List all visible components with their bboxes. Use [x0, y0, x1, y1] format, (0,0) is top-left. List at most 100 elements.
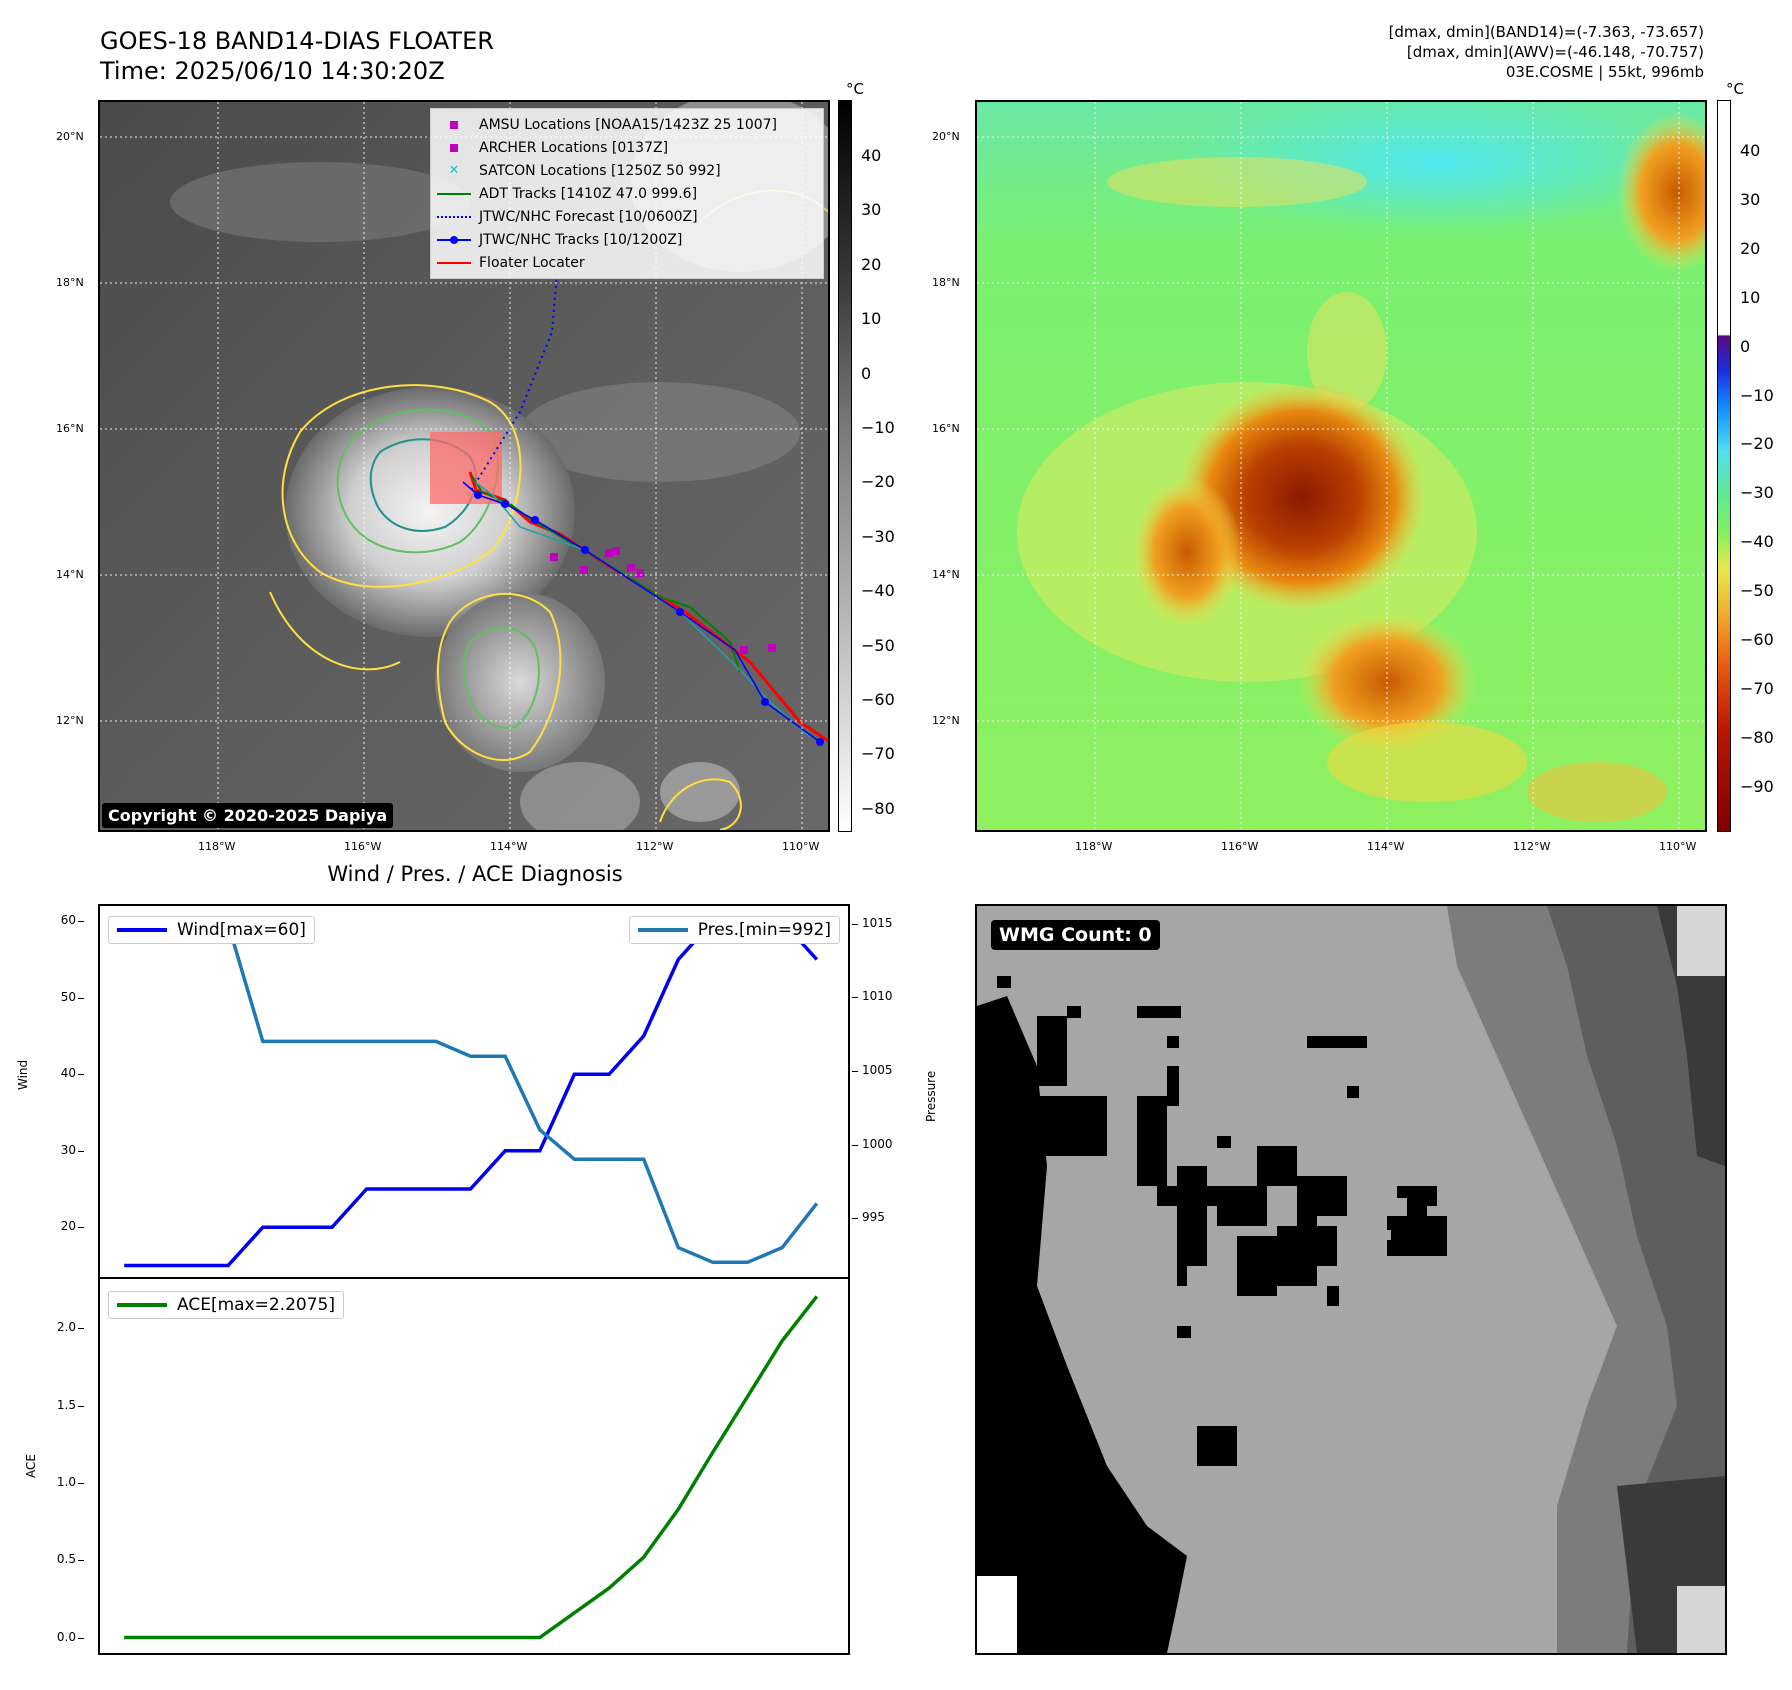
pressure-tick: 995: [862, 1210, 885, 1225]
ace-axis-label: ACE: [24, 1454, 38, 1478]
awv-colorbar-tick: −60: [1740, 630, 1774, 649]
awv-colorbar-tick: −50: [1740, 581, 1774, 601]
ace-tick: 0.0: [56, 1629, 76, 1644]
wind-pres-panel: Wind[max=60] Pres.[min=992]: [98, 904, 850, 1279]
diagnosis-title: Wind / Pres. / ACE Diagnosis: [327, 862, 623, 886]
ir-colorbar-unit: °C: [846, 80, 864, 98]
ir-colorbar-tick: 20: [861, 254, 882, 274]
wind-tick-mark: [78, 921, 84, 923]
ir-colorbar: [838, 100, 852, 832]
wind-tick: 50: [60, 989, 76, 1004]
awv-colorbar-unit: °C: [1726, 80, 1744, 98]
awv-colorbar-tick: 10: [1740, 287, 1761, 307]
awv-colorbar-tick: 20: [1740, 238, 1761, 258]
ace-tick: 1.0: [56, 1475, 76, 1489]
info-storm: 03E.COSME | 55kt, 996mb: [1505, 63, 1704, 81]
wmg-panel: WMG Count: 0: [975, 904, 1727, 1655]
ace-tick-mark: [78, 1560, 84, 1562]
ace-tick-mark: [78, 1483, 84, 1484]
awv-lat-label: 18°N: [932, 276, 960, 289]
ir-colorbar-tick: 30: [861, 200, 882, 220]
awv-lat-label: 20°N: [932, 130, 960, 143]
ace-tick-mark: [78, 1405, 84, 1407]
awv-lon-label: 110°W: [1659, 840, 1697, 853]
ace-legend-line: [117, 1303, 167, 1307]
pressure-tick-mark: [852, 923, 858, 925]
ace-tick-mark: [78, 1328, 84, 1330]
awv-lat-label: 12°N: [932, 714, 960, 727]
ace-tick-mark: [78, 1637, 84, 1639]
awv-lon-label: 114°W: [1367, 840, 1405, 853]
legend-item-tracks: JTWC/NHC Tracks [10/1200Z]: [437, 228, 817, 251]
ir-colorbar-tick: −70: [861, 744, 895, 764]
awv-colorbar-tick: −20: [1740, 434, 1774, 454]
ir-colorbar-tick: 40: [861, 146, 882, 165]
wind-tick: 40: [60, 1066, 76, 1081]
awv-map-panel: [975, 100, 1707, 832]
awv-colorbar-tick: −40: [1740, 532, 1774, 552]
ace-legend: ACE[max=2.2075]: [108, 1291, 344, 1319]
copyright-label: Copyright © 2020-2025 Dapiya: [102, 803, 394, 828]
wmg-image: [977, 906, 1725, 1653]
ir-map-panel: AMSU Locations [NOAA15/1423Z 25 1007] AR…: [98, 100, 830, 832]
ace-panel: ACE[max=2.2075]: [98, 1277, 850, 1655]
ir-lon-label: 110°W: [782, 840, 820, 853]
dotted-line-icon: [437, 210, 471, 224]
legend-item-adt: ADT Tracks [1410Z 47.0 999.6]: [437, 182, 817, 205]
wind-legend-line: [117, 928, 167, 932]
ir-colorbar-tick: −80: [861, 798, 895, 818]
legend-item-satcon: ✕ SATCON Locations [1250Z 50 992]: [437, 159, 817, 182]
awv-colorbar-tick: −90: [1740, 776, 1774, 796]
ir-colorbar-tick: −20: [861, 472, 895, 492]
awv-colorbar-tick: 30: [1740, 189, 1761, 209]
pressure-tick-mark: [852, 1218, 858, 1220]
ace-tick: 1.5: [56, 1397, 76, 1412]
awv-colorbar: [1717, 100, 1731, 832]
pressure-tick: 1015: [862, 915, 893, 930]
square-marker-icon: [437, 118, 471, 132]
ace-tick: 2.0: [56, 1320, 76, 1335]
awv-colorbar-tick: −10: [1740, 385, 1774, 405]
pres-legend-line: [637, 928, 688, 932]
ir-lat-label: 12°N: [56, 714, 84, 727]
awv-colorbar-tick: −80: [1740, 727, 1774, 747]
series-line-1: [124, 921, 819, 1265]
awv-map-image: [977, 102, 1705, 830]
wind-tick-mark: [78, 1074, 84, 1076]
awv-colorbar-tick: −70: [1740, 678, 1774, 698]
ir-lat-label: 18°N: [56, 276, 84, 289]
ir-lon-label: 112°W: [636, 840, 674, 853]
series-line-0: [124, 919, 819, 1268]
square-marker-icon: [437, 141, 471, 155]
ir-colorbar-tick: 0: [861, 363, 872, 383]
x-marker-icon: ✕: [448, 162, 460, 178]
pressure-tick: 1000: [862, 1136, 893, 1151]
ir-colorbar-tick: −10: [861, 418, 895, 437]
legend-item-archer: ARCHER Locations [0137Z]: [437, 136, 817, 159]
ir-lat-label: 14°N: [56, 568, 84, 581]
pressure-tick-mark: [852, 1070, 858, 1072]
pressure-tick-mark: [852, 1144, 858, 1146]
ir-lat-label: 16°N: [56, 422, 84, 435]
awv-lon-label: 116°W: [1221, 840, 1259, 853]
wmg-count-badge: WMG Count: 0: [991, 920, 1160, 950]
legend-item-floater: Floater Locater: [437, 251, 817, 274]
awv-colorbar-tick: 0: [1740, 336, 1751, 356]
wind-tick-mark: [78, 1227, 84, 1229]
ir-colorbar-tick: 10: [861, 309, 882, 329]
pres-legend: Pres.[min=992]: [628, 916, 840, 944]
ir-colorbar-tick: −40: [861, 581, 895, 601]
pressure-axis-label: Pressure: [924, 1070, 938, 1122]
pressure-tick: 1010: [862, 989, 893, 1004]
line-dot-icon: [437, 233, 471, 247]
figure-title-line1: GOES-18 BAND14-DIAS FLOATER: [100, 27, 494, 55]
legend-item-forecast: JTWC/NHC Forecast [10/0600Z]: [437, 205, 817, 228]
wind-axis-label: Wind: [16, 1059, 30, 1090]
wind-tick: 30: [60, 1142, 76, 1157]
awv-colorbar-tick: −30: [1740, 483, 1774, 503]
wind-legend: Wind[max=60]: [108, 916, 315, 944]
series-line-0: [124, 1295, 819, 1640]
ir-colorbar-tick: −60: [861, 690, 895, 709]
awv-lat-label: 14°N: [932, 568, 960, 581]
solid-line-icon: [437, 256, 471, 270]
